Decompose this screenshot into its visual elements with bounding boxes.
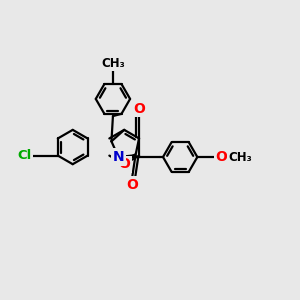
Text: CH₃: CH₃ (101, 57, 125, 70)
Text: O: O (215, 150, 227, 164)
Text: O: O (133, 102, 145, 116)
Text: O: O (126, 178, 138, 192)
Text: O: O (118, 157, 130, 171)
Text: Cl: Cl (17, 149, 32, 162)
Text: CH₃: CH₃ (229, 151, 252, 164)
Text: N: N (112, 150, 124, 164)
